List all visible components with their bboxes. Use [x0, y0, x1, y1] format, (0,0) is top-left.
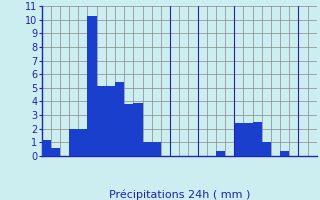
Bar [87, 16, 97, 156]
Bar [78, 129, 87, 156]
Bar [133, 103, 142, 156]
Bar [142, 142, 152, 156]
Bar [106, 86, 115, 156]
Bar [152, 142, 161, 156]
Bar [234, 123, 244, 156]
Bar [124, 104, 133, 156]
Bar [280, 151, 289, 156]
Bar [244, 123, 252, 156]
Text: Précipitations 24h ( mm ): Précipitations 24h ( mm ) [108, 189, 250, 200]
Bar [262, 142, 271, 156]
Bar [97, 86, 106, 156]
Bar [216, 151, 225, 156]
Bar [51, 148, 60, 156]
Bar [42, 140, 51, 156]
Bar [115, 82, 124, 156]
Bar [69, 129, 78, 156]
Bar [252, 122, 262, 156]
